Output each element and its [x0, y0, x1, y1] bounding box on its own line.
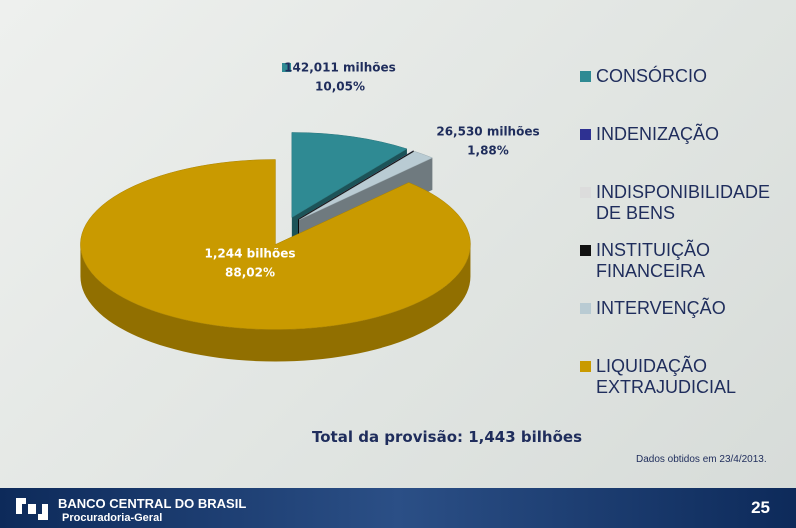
- legend-swatch: [580, 71, 591, 82]
- page-number: 25: [751, 498, 770, 517]
- value-label: 88,02%: [225, 266, 275, 280]
- legend-label: LIQUIDAÇÃO EXTRAJUDICIAL: [596, 356, 737, 397]
- legend-label: INDISPONIBILIDADE DE BENS: [596, 182, 771, 223]
- source-note: Dados obtidos em 23/4/2013.: [636, 454, 767, 465]
- pie-chart: 142,011 milhões 10,05% 26,530 milhões 1,88%…: [80, 61, 540, 362]
- legend-label: CONSÓRCIO: [596, 66, 708, 86]
- legend-item: INDENIZAÇÃO: [580, 124, 794, 182]
- legend-label: INDENIZAÇÃO: [596, 124, 720, 144]
- legend-item: CONSÓRCIO: [580, 66, 794, 124]
- pie-slice: [297, 150, 415, 220]
- legend-item: LIQUIDAÇÃO EXTRAJUDICIAL: [580, 356, 794, 414]
- amount-label: 26,530 milhões: [436, 125, 539, 139]
- legend-swatch: [580, 361, 591, 372]
- logo: [16, 498, 48, 520]
- slice-side: [80, 244, 471, 362]
- legend-swatch: [580, 187, 591, 198]
- total-label: Total da provisão: 1,443 bilhões: [312, 428, 582, 446]
- legend-item: INTERVENÇÃO: [580, 298, 794, 356]
- legend-swatch: [580, 129, 591, 140]
- pie-slice: [80, 159, 471, 330]
- footer: BANCO CENTRAL DO BRASIL Procuradoria-Ger…: [0, 488, 796, 528]
- value-label: 10,05%: [315, 80, 365, 94]
- department: Procuradoria-Geral: [62, 512, 163, 524]
- legend-label: INTERVENÇÃO: [596, 298, 726, 318]
- pie-slice: [291, 132, 408, 218]
- legend: CONSÓRCIO INDENIZAÇÃO INDISPONIBILIDADE DE…: [580, 66, 794, 414]
- amount-label: 142,011 milhões: [284, 61, 396, 75]
- pie-slice: [298, 151, 433, 221]
- value-label: 1,88%: [467, 144, 509, 158]
- legend-item: INDISPONIBILIDADE DE BENS: [580, 182, 794, 240]
- legend-swatch: [580, 245, 591, 256]
- amount-label: 1,244 bilhões: [204, 247, 295, 261]
- label-marker: [282, 63, 291, 72]
- legend-label: INSTITUIÇÃO FINANCEIRA: [596, 240, 711, 281]
- legend-item: INSTITUIÇÃO FINANCEIRA: [580, 240, 794, 298]
- legend-swatch: [580, 303, 591, 314]
- organization: BANCO CENTRAL DO BRASIL: [58, 496, 247, 511]
